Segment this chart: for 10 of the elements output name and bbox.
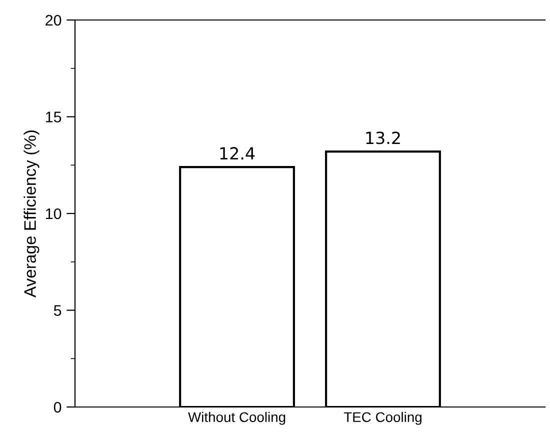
data-label: 13.2 (366, 132, 400, 144)
data-label: 12.4 (220, 147, 255, 160)
y-tick-label: 10 (46, 208, 62, 220)
y-axis-title: Average Efficiency (%) (24, 130, 40, 298)
x-tick-label: Without Cooling (188, 412, 286, 425)
y-tick-label: 0 (54, 402, 62, 413)
y-tick-label: 5 (54, 305, 62, 316)
y-tick-label: 20 (46, 14, 62, 26)
y-tick-label: 15 (46, 112, 62, 122)
x-tick-label: TEC Cooling (344, 412, 422, 425)
